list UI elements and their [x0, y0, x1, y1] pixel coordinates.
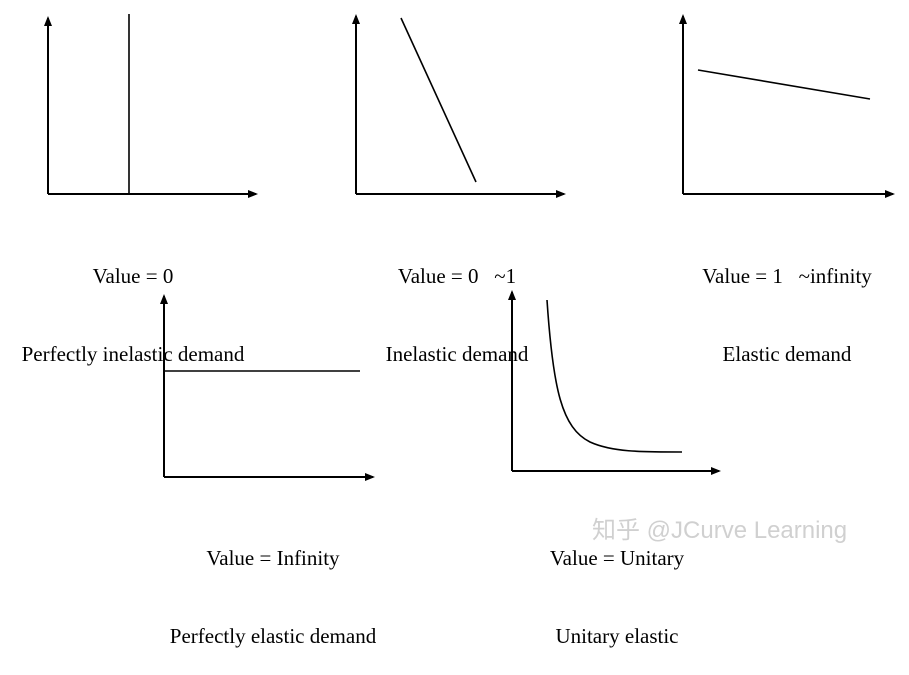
panel-elastic	[679, 14, 895, 198]
value-label: Value = Unitary	[549, 546, 685, 570]
type-label: Perfectly elastic demand	[169, 624, 377, 648]
value-label: Value = Infinity	[206, 546, 340, 570]
demand-curve-steep	[400, 17, 477, 183]
type-label: Inelastic demand	[385, 342, 529, 366]
type-label: Elastic demand	[722, 342, 852, 366]
caption-perfectly-inelastic: Value = 0 Perfectly inelastic demand	[22, 211, 245, 393]
caption-unitary: Value = Unitary Unitary elastic	[550, 493, 684, 675]
type-label: Unitary elastic	[555, 624, 679, 648]
value-label: Value = 0 ~1	[397, 264, 517, 288]
demand-curve-flat	[697, 69, 871, 100]
caption-elastic: Value = 1 ~infinity Elastic demand	[702, 211, 872, 393]
type-label: Perfectly inelastic demand	[21, 342, 245, 366]
panel-perfectly-elastic	[160, 294, 375, 481]
caption-perfectly-elastic: Value = Infinity Perfectly elastic deman…	[170, 493, 376, 675]
demand-curve-hyperbola	[546, 299, 683, 453]
panel-unitary	[508, 290, 721, 475]
panel-perfectly-inelastic	[44, 14, 258, 198]
caption-inelastic: Value = 0 ~1 Inelastic demand	[386, 211, 529, 393]
elasticity-diagram	[44, 14, 895, 481]
panel-inelastic	[352, 14, 566, 198]
value-label: Value = 1 ~infinity	[702, 264, 872, 288]
value-label: Value = 0	[92, 264, 174, 288]
